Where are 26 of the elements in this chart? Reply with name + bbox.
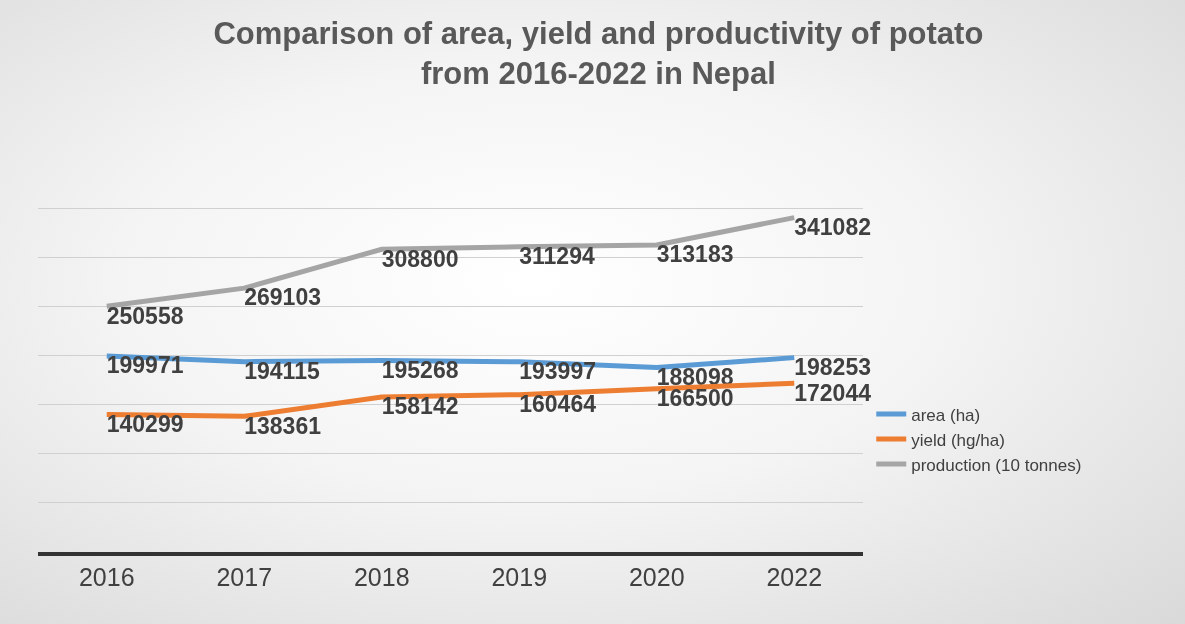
chart-title: Comparison of area, yield and productivity of potato from 2016-2022 in Nepal [213,15,984,91]
data-label: 158142 [381,393,459,420]
data-label: 311294 [519,243,595,270]
data-label: 195268 [381,356,459,383]
legend-label: production (10 tonnes) [911,455,1082,475]
x-tick-label: 2018 [353,563,410,591]
x-tick-label: 2022 [766,563,823,591]
data-label: 172044 [794,379,872,406]
data-label: 138361 [244,412,322,439]
data-label: 313183 [656,241,734,268]
x-tick-label: 2016 [78,563,135,591]
data-label: 193997 [519,358,596,385]
data-label: 341082 [794,213,871,240]
data-label: 160464 [519,390,597,417]
data-label: 269103 [244,284,321,311]
data-label: 250558 [106,302,184,329]
legend-label: yield (hg/ha) [911,430,1005,450]
x-tick-label: 2020 [628,563,685,591]
data-label: 199971 [106,352,184,379]
x-tick-label: 2017 [216,563,273,591]
data-label: 140299 [106,410,184,437]
legend-label: area (ha) [911,405,981,425]
data-label: 194115 [244,357,320,384]
x-tick-label: 2019 [491,563,548,591]
data-label: 198253 [794,353,871,380]
data-label: 308800 [381,245,459,272]
